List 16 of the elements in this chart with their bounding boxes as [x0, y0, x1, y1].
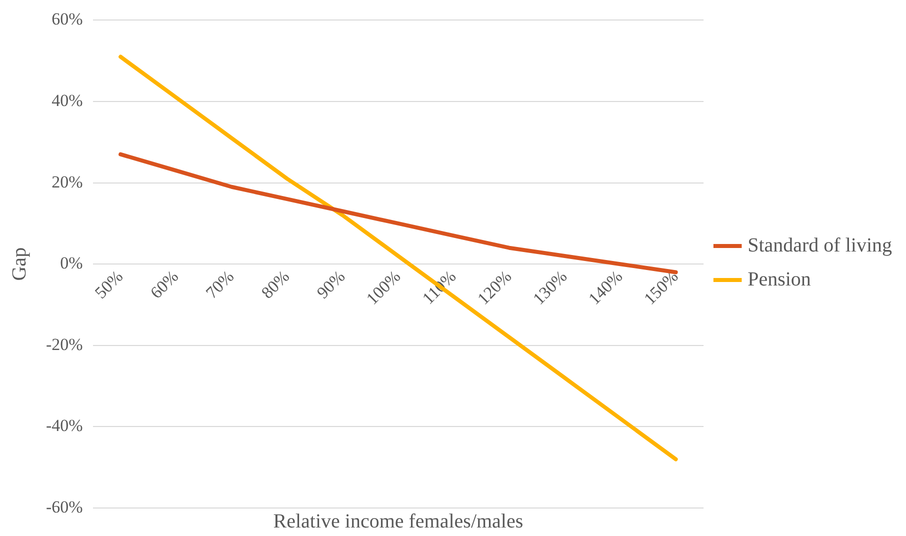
x-axis-title: Relative income females/males	[273, 510, 524, 532]
x-tick-label: 80%	[258, 266, 294, 302]
y-tick-label: 60%	[52, 10, 83, 29]
x-tick-label: 60%	[146, 266, 182, 302]
x-tick-label: 70%	[202, 266, 238, 302]
y-axis-title: Gap	[8, 247, 30, 281]
y-tick-label: -20%	[46, 334, 83, 354]
y-tick-label: 40%	[52, 90, 83, 110]
legend-label: Pension	[748, 268, 811, 290]
y-tick-label: -60%	[46, 497, 83, 516]
x-tick-label: 90%	[313, 266, 349, 302]
y-tick-label: 0%	[60, 254, 83, 273]
y-tick-label: -40%	[46, 416, 83, 436]
legend-label: Standard of living	[748, 234, 892, 256]
x-tick-label: 50%	[91, 266, 127, 302]
y-tick-label: 20%	[52, 172, 83, 192]
